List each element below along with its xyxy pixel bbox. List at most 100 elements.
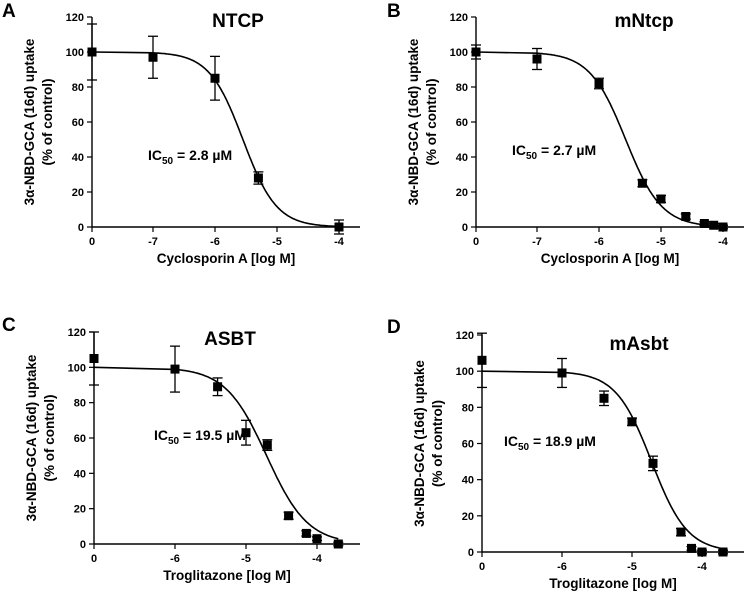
ic50-annotation: IC50 = 18.9 µM — [504, 433, 596, 453]
x-tick-label: -5 — [656, 236, 666, 248]
y-tick-label: 20 — [74, 504, 86, 516]
data-point — [89, 354, 99, 363]
data-point — [284, 511, 294, 521]
y-axis-title-line1: 3α-NBD-GCA (16d) uptake — [22, 38, 37, 205]
x-tick-label: 0 — [89, 236, 95, 248]
y-axis-title-line2: (% of control) — [424, 79, 439, 166]
panel-letter: C — [2, 315, 16, 336]
y-tick-label: 60 — [72, 117, 84, 129]
data-point — [699, 219, 709, 228]
x-tick-label: -6 — [170, 553, 180, 565]
y-tick-label: 20 — [456, 187, 468, 199]
y-tick-label: 80 — [74, 398, 86, 410]
y-tick-label: 20 — [462, 511, 474, 523]
data-point — [557, 368, 567, 378]
panel-a: A NTCP 0 20 40 60 80 100 120 0 -7 -6 -5 -4 Cyclosporin… — [2, 1, 360, 266]
data-point — [301, 528, 311, 538]
x-tick-label: -5 — [272, 236, 282, 248]
y-tick-label: 120 — [456, 330, 474, 342]
panel-letter: A — [2, 1, 16, 22]
data-point — [312, 534, 322, 544]
x-tick-label: 0 — [91, 553, 97, 565]
y-tick-label: 60 — [462, 439, 474, 451]
data-point — [213, 382, 223, 392]
y-tick-label: 0 — [468, 547, 474, 559]
y-tick-label: 120 — [450, 12, 468, 24]
data-point — [333, 539, 343, 549]
panel-title: NTCP — [212, 11, 264, 32]
y-tick-label: 0 — [462, 222, 468, 234]
data-point — [253, 173, 263, 183]
y-tick-label: 100 — [456, 366, 474, 378]
data-point — [718, 222, 728, 232]
fit-curve — [481, 370, 724, 550]
ic50-annotation: IC50 = 2.8 µM — [148, 147, 232, 167]
x-tick-label: -4 — [697, 561, 708, 573]
data-point — [718, 547, 728, 557]
data-point — [627, 417, 637, 427]
y-tick-label: 40 — [72, 152, 84, 164]
data-point — [648, 458, 658, 468]
data-point — [87, 47, 97, 57]
x-tick-label: -5 — [241, 553, 251, 565]
ic50-annotation: IC50 = 2.7 µM — [512, 142, 596, 162]
x-tick-label: 0 — [479, 561, 485, 573]
y-tick-label: 40 — [74, 468, 86, 480]
x-tick-label: -4 — [334, 236, 345, 248]
panel-title: mAsbt — [609, 334, 669, 355]
data-point — [262, 440, 272, 450]
x-axis-title: Cyclosporin A [log M] — [541, 251, 680, 266]
x-tick-label: -6 — [210, 236, 220, 248]
data-point — [241, 428, 251, 438]
y-axis-title-line1: 3α-NBD-GCA (16d) uptake — [412, 360, 427, 527]
data-point — [656, 194, 666, 204]
y-tick-label: 120 — [68, 327, 86, 339]
y-axis-title-line1: 3α-NBD-GCA (16d) uptake — [406, 38, 421, 205]
data-point — [210, 73, 220, 83]
x-axis-title: Cyclosporin A [log M] — [157, 251, 296, 266]
panel-c: C ASBT 0 20 40 60 80 100 120 0 -6 -5 -4 Troglitazone … — [2, 315, 360, 583]
y-tick-label: 20 — [72, 187, 84, 199]
y-tick-label: 100 — [66, 47, 84, 59]
y-tick-label: 100 — [68, 362, 86, 374]
panel-title: ASBT — [204, 329, 256, 350]
panel-letter: B — [387, 1, 401, 22]
x-tick-label: -5 — [627, 561, 637, 573]
x-tick-label: -6 — [594, 236, 604, 248]
x-tick-label: -4 — [312, 553, 323, 565]
y-tick-label: 80 — [72, 82, 84, 94]
panel-letter: D — [387, 317, 401, 338]
x-tick-label: -7 — [532, 236, 542, 248]
x-tick-label: -4 — [718, 236, 729, 248]
data-point — [148, 52, 158, 62]
data-point — [599, 393, 609, 403]
data-point — [709, 220, 719, 230]
y-tick-label: 80 — [462, 402, 474, 414]
x-axis-title: Troglitazone [log M] — [549, 576, 677, 591]
fit-curve — [475, 51, 723, 227]
data-point — [594, 79, 604, 88]
data-point — [477, 355, 487, 365]
y-tick-label: 120 — [66, 12, 84, 24]
y-axis-title-line2: (% of control) — [430, 400, 445, 487]
y-axis-title-line2: (% of control) — [42, 395, 57, 482]
y-tick-label: 100 — [450, 47, 468, 59]
y-tick-label: 60 — [74, 433, 86, 445]
data-point — [676, 527, 686, 537]
x-tick-label: -7 — [148, 236, 158, 248]
data-point — [687, 543, 696, 553]
ic50-annotation: IC50 = 19.5 µM — [154, 427, 246, 447]
panel-title: mNtcp — [614, 11, 673, 32]
data-point — [170, 364, 180, 374]
x-tick-label: 0 — [473, 236, 479, 248]
y-tick-label: 0 — [80, 539, 86, 551]
y-tick-label: 60 — [456, 117, 468, 129]
y-axis-title-line2: (% of control) — [40, 79, 55, 166]
y-tick-label: 0 — [78, 222, 84, 234]
data-point — [532, 54, 542, 64]
x-tick-label: -6 — [557, 561, 567, 573]
data-point — [471, 47, 481, 57]
data-point — [334, 222, 344, 232]
